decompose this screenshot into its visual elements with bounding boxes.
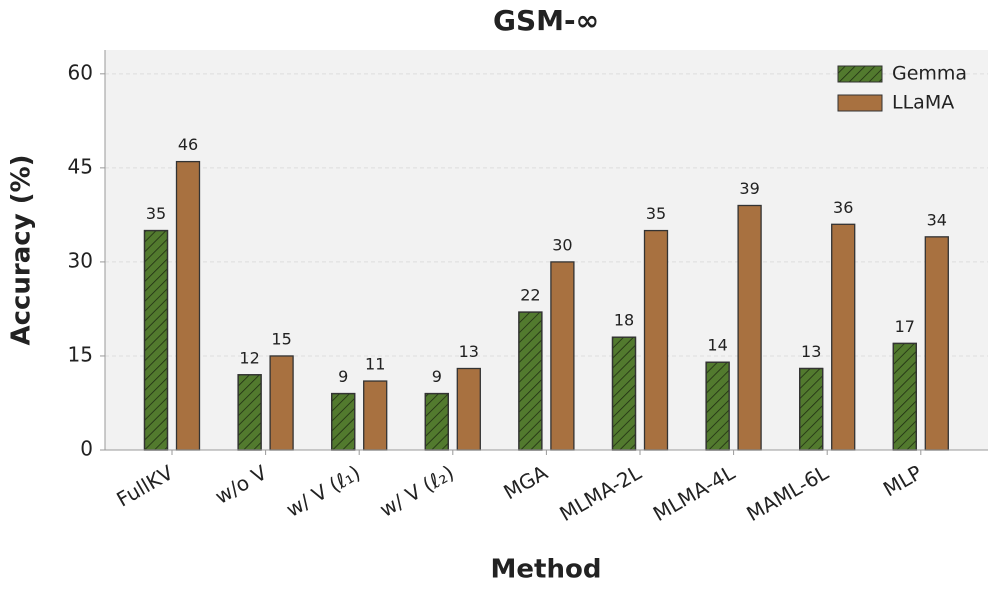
legend-swatch bbox=[837, 94, 883, 112]
bar bbox=[737, 204, 762, 451]
x-tick-label: w/ V (ℓ₂) bbox=[376, 460, 458, 521]
value-label: 13 bbox=[459, 342, 479, 361]
y-tick-label: 15 bbox=[68, 342, 93, 366]
x-tick-label: w/o V bbox=[211, 460, 271, 509]
bar bbox=[175, 160, 201, 451]
bar-hatch bbox=[424, 392, 449, 451]
bar bbox=[643, 229, 669, 451]
x-tick-label: MAML-6L bbox=[742, 460, 833, 526]
bar-hatch bbox=[705, 361, 730, 451]
value-label: 18 bbox=[614, 311, 634, 330]
bar-hatch bbox=[331, 392, 356, 451]
bar bbox=[269, 355, 294, 451]
legend: Gemma LLaMA bbox=[837, 63, 967, 114]
y-axis-label: Accuracy (%) bbox=[7, 154, 37, 345]
value-label: 22 bbox=[520, 286, 540, 305]
bar bbox=[456, 367, 481, 451]
value-label: 12 bbox=[239, 348, 259, 367]
bar-hatch bbox=[892, 342, 917, 451]
value-label: 15 bbox=[271, 329, 291, 348]
chart-title: GSM-∞ bbox=[493, 4, 599, 37]
y-tick-label: 0 bbox=[80, 437, 93, 461]
value-label: 46 bbox=[178, 135, 198, 154]
legend-label: LLaMA bbox=[892, 92, 954, 114]
x-tick-label: MLMA-4L bbox=[649, 460, 740, 526]
bar-hatch bbox=[611, 336, 637, 451]
x-tick-label: MLMA-2L bbox=[555, 460, 646, 526]
bar bbox=[831, 223, 856, 451]
value-label: 9 bbox=[432, 367, 442, 386]
value-label: 9 bbox=[338, 367, 348, 386]
bars: 35 46 12 15 9 11 9 13 22 30 18 35 14 39 13 36 17 34 bbox=[143, 135, 949, 451]
legend-hatch bbox=[837, 65, 883, 83]
value-label: 35 bbox=[646, 204, 666, 223]
legend-label: Gemma bbox=[892, 63, 967, 85]
bar bbox=[363, 380, 388, 451]
x-tick-label: MLP bbox=[879, 460, 926, 501]
value-label: 14 bbox=[707, 336, 727, 355]
x-axis-label: Method bbox=[491, 555, 602, 585]
y-tick-label: 45 bbox=[68, 154, 93, 178]
bar-hatch bbox=[143, 229, 169, 451]
value-label: 35 bbox=[146, 204, 166, 223]
x-tick-label: FullKV bbox=[112, 460, 177, 511]
value-label: 17 bbox=[895, 317, 915, 336]
value-label: 39 bbox=[739, 179, 759, 198]
bar bbox=[550, 261, 575, 451]
value-label: 36 bbox=[833, 198, 853, 217]
value-label: 11 bbox=[365, 355, 385, 374]
bar-hatch bbox=[799, 367, 824, 451]
bar-hatch bbox=[237, 374, 262, 451]
bar-hatch bbox=[518, 311, 543, 451]
value-label: 30 bbox=[552, 235, 572, 254]
value-label: 13 bbox=[801, 342, 821, 361]
x-tick-label: w/ V (ℓ₁) bbox=[282, 460, 364, 521]
value-label: 34 bbox=[927, 210, 947, 229]
x-tick-label: MGA bbox=[499, 460, 551, 504]
y-tick-label: 30 bbox=[68, 248, 93, 272]
bar bbox=[924, 236, 949, 451]
y-tick-label: 60 bbox=[68, 60, 93, 84]
